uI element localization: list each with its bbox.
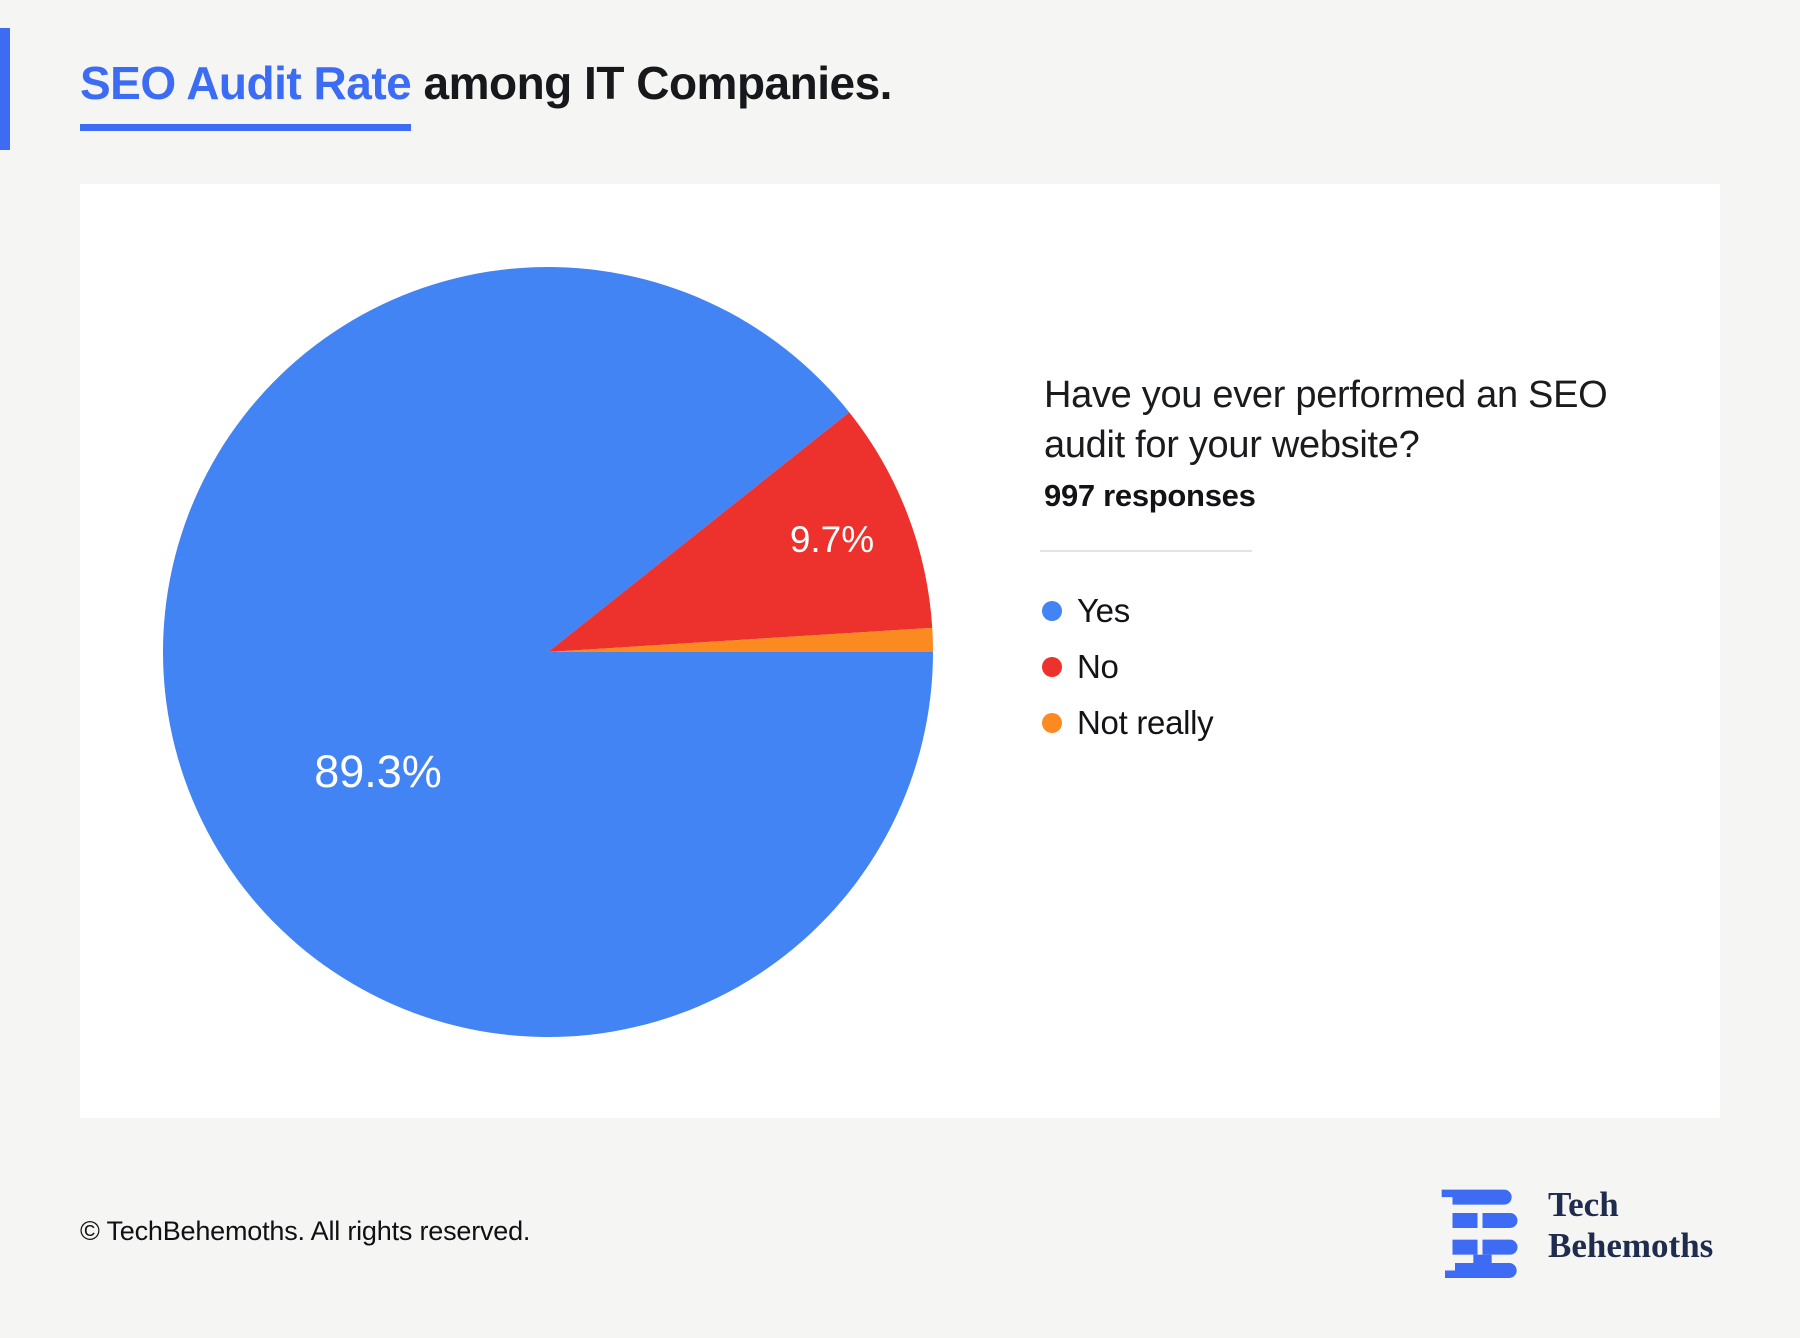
pie-chart: [163, 267, 933, 1037]
survey-question: Have you ever performed an SEO audit for…: [1044, 370, 1608, 470]
legend-dot-icon: [1042, 713, 1062, 733]
legend: Yes No Not really: [1042, 583, 1214, 751]
pie-slice-not-really: [548, 627, 933, 652]
survey-question-line1: Have you ever performed an SEO: [1044, 374, 1608, 416]
legend-item-no: No: [1042, 639, 1213, 695]
title-rest: among IT Companies.: [411, 57, 892, 109]
page-title: SEO Audit Rate among IT Companies.: [80, 56, 892, 131]
pie-slice-label-no: 9.7%: [789, 519, 875, 560]
legend-label: No: [1077, 648, 1119, 685]
survey-question-line2: audit for your website?: [1044, 424, 1420, 466]
responses-count: 997 responses: [1044, 478, 1256, 513]
legend-dot-icon: [1042, 657, 1062, 677]
pie-slice-label-yes: 89.3%: [314, 746, 442, 797]
techbehemoths-logo-icon: [1441, 1189, 1518, 1278]
title-accent-bar: [0, 28, 10, 150]
pie-slice-yes: [163, 267, 933, 1037]
chart-card: 89.3% 9.7% Have you ever performed an SE…: [80, 184, 1720, 1118]
copyright-text: © TechBehemoths. All rights reserved.: [80, 1216, 531, 1246]
legend-item-yes: Yes: [1042, 583, 1213, 639]
brand-name-line1: Tech: [1548, 1185, 1619, 1224]
legend-label: Not really: [1077, 704, 1214, 741]
brand-logo: Tech Behemoths: [1430, 1178, 1713, 1278]
brand-name: Tech Behemoths: [1548, 1178, 1713, 1278]
legend-item-not-really: Not really: [1042, 695, 1214, 751]
title-highlight: SEO Audit Rate: [80, 56, 412, 131]
legend-label: Yes: [1077, 592, 1130, 629]
brand-name-line2: Behemoths: [1548, 1226, 1714, 1265]
pie-slice-no: [548, 412, 933, 652]
divider-line: [1040, 550, 1252, 552]
legend-dot-icon: [1042, 601, 1062, 621]
